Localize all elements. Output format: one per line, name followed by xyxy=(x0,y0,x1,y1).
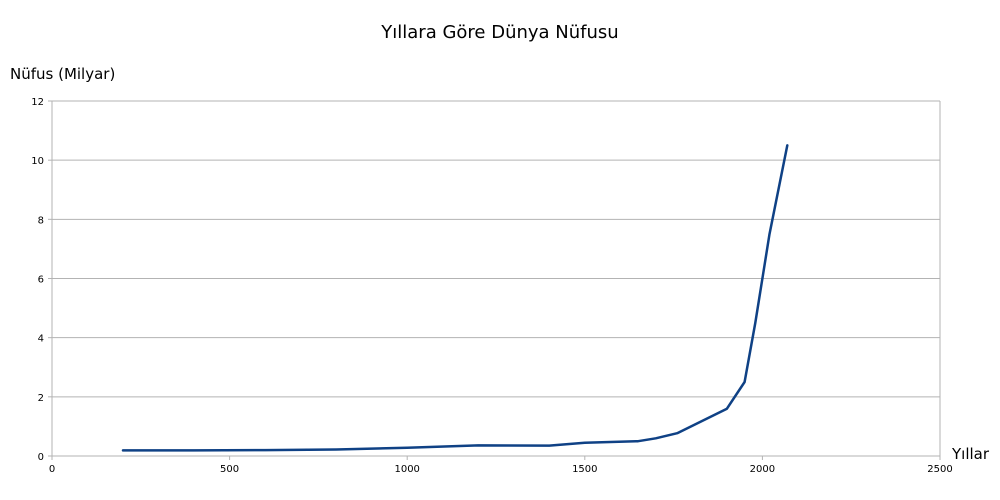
y-tick-label: 6 xyxy=(38,275,44,286)
y-tick-label: 10 xyxy=(31,156,44,167)
x-tick-label: 2500 xyxy=(927,464,952,475)
y-tick-label: 8 xyxy=(38,215,44,226)
x-tick-label: 500 xyxy=(220,464,239,475)
y-tick-label: 2 xyxy=(38,393,44,404)
x-tick-label: 0 xyxy=(49,464,55,475)
x-axis-label: Yıllar xyxy=(952,445,990,463)
x-tick-label: 1500 xyxy=(572,464,597,475)
y-tick-label: 0 xyxy=(38,452,44,463)
population-line xyxy=(121,144,789,452)
y-axis-label: Nüfus (Milyar) xyxy=(10,65,116,83)
y-tick-label: 12 xyxy=(31,97,44,108)
x-tick-label: 2000 xyxy=(750,464,775,475)
x-tick-label: 1000 xyxy=(394,464,419,475)
chart-title: Yıllara Göre Dünya Nüfusu xyxy=(381,22,619,43)
y-tick-label: 4 xyxy=(38,334,44,345)
